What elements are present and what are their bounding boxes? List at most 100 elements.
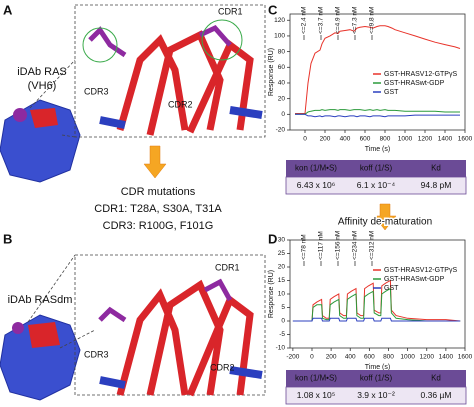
cdr-label: CDR2 <box>168 99 193 109</box>
x-tick-label: 1200 <box>420 354 435 361</box>
legend-label: GST <box>384 285 399 292</box>
panel-label: C <box>268 2 278 17</box>
x-tick-label: 1000 <box>398 136 413 143</box>
table-row-bg <box>285 386 467 405</box>
annotation: <=3.7 nM <box>318 7 325 34</box>
table-cell: 3.9 x 10⁻² <box>357 390 395 400</box>
arrow <box>373 203 397 231</box>
table-header: kon (1/M•S) <box>295 374 337 383</box>
legend-label: GST-HRASV12-GTPγS <box>384 267 457 274</box>
table-cell: 6.1 x 10⁻⁴ <box>357 180 396 190</box>
series-line <box>295 109 460 115</box>
annotation: <=312 nM <box>369 231 376 260</box>
y-tick-label: 40 <box>278 80 286 87</box>
series-line <box>295 25 461 114</box>
x-tick-label: 1200 <box>418 136 433 143</box>
y-tick-label: 0 <box>281 318 285 325</box>
table-header: Kd <box>431 164 441 173</box>
table-header: koff (1/S) <box>360 374 393 383</box>
protein-b <box>0 254 266 401</box>
x-tick-label: 1000 <box>400 354 415 361</box>
table-header: koff (1/S) <box>360 164 393 173</box>
legend-label: GST-HRASwt-GDP <box>384 276 445 283</box>
table-header: Kd <box>431 374 441 383</box>
x-axis-label: Time (s) <box>365 364 390 371</box>
x-tick-label: 400 <box>345 354 356 361</box>
legend-label: GST-HRASV12-GTPγS <box>384 71 457 78</box>
y-tick-label: 120 <box>274 17 285 24</box>
table-cell: 94.8 pM <box>421 180 452 190</box>
y-tick-label: 20 <box>278 264 286 271</box>
y-tick-label: 0 <box>281 111 285 118</box>
table-cell: 1.08 x 10⁵ <box>297 390 336 400</box>
table-cell: 0.36 µM <box>421 390 452 400</box>
x-tick-label: 600 <box>360 136 371 143</box>
cdr-label: CDR2 <box>210 362 235 372</box>
y-tick-label: 5 <box>281 304 285 311</box>
y-tick-label: 100 <box>274 33 285 40</box>
y-tick-label: 25 <box>278 250 286 257</box>
x-tick-label: 0 <box>310 354 314 361</box>
x-tick-label: 200 <box>320 136 331 143</box>
mutation-title: CDR mutations <box>121 186 196 198</box>
annotation: <=117 nM <box>318 231 325 260</box>
series-line <box>295 113 460 118</box>
y-tick-label: 60 <box>278 64 286 71</box>
legend-label: GST <box>384 89 399 96</box>
y-tick-label: 10 <box>278 291 286 298</box>
y-axis-label: Response (RU) <box>268 270 275 318</box>
label: iDAb RASdm <box>8 294 73 306</box>
arrow <box>143 145 167 179</box>
annotation: <=9.8 nM <box>369 7 376 34</box>
label: iDAb RAS <box>17 66 67 78</box>
protein-a <box>0 4 266 183</box>
table-cell: 6.43 x 10⁶ <box>297 180 335 190</box>
table-header-bg <box>286 160 466 177</box>
series-line <box>292 317 461 322</box>
table-row-bg <box>285 176 467 195</box>
x-tick-label: 1600 <box>458 354 473 361</box>
annotation: <=2.4 nM <box>301 7 308 34</box>
x-axis-label: Time (s) <box>365 146 390 153</box>
x-tick-label: 1400 <box>439 354 454 361</box>
cdr-label: CDR3 <box>84 86 109 96</box>
x-tick-label: -200 <box>286 354 299 361</box>
y-tick-label: -20 <box>276 127 286 134</box>
x-tick-label: 800 <box>383 354 394 361</box>
table-header: kon (1/M•S) <box>295 164 337 173</box>
y-tick-label: -10 <box>276 345 286 352</box>
x-tick-label: 200 <box>326 354 337 361</box>
x-tick-label: 800 <box>380 136 391 143</box>
annotation: <=4.9 nM <box>335 7 342 34</box>
annotation: <=156 nM <box>335 231 342 260</box>
plot-frame <box>289 239 466 349</box>
panel-label: B <box>3 231 12 246</box>
cdr-label: CDR1 <box>218 6 243 16</box>
mutation-line: CDR1: T28A, S30A, T31A <box>94 203 222 215</box>
y-tick-label: 30 <box>278 237 286 244</box>
plot-frame <box>289 13 466 131</box>
x-tick-label: 0 <box>303 136 307 143</box>
cdr-label: CDR3 <box>84 349 109 359</box>
table-header-bg <box>286 370 466 387</box>
annotation: <=78 nM <box>301 234 308 260</box>
series-line <box>292 279 461 322</box>
y-tick-label: 20 <box>278 95 286 102</box>
panel-label: D <box>268 231 277 246</box>
y-axis-label: Response (RU) <box>268 48 275 96</box>
y-tick-label: 15 <box>278 277 286 284</box>
legend-label: GST-HRASwt-GDP <box>384 80 445 87</box>
x-tick-label: 1400 <box>438 136 453 143</box>
x-tick-label: 1600 <box>458 136 473 143</box>
label: (VH6) <box>28 80 57 92</box>
series-line <box>292 287 461 322</box>
arrow-label: Affinity de-maturation <box>338 217 432 228</box>
x-tick-label: 400 <box>340 136 351 143</box>
y-tick-label: 80 <box>278 48 286 55</box>
annotation: <=234 nM <box>352 231 359 260</box>
annotation: <=7.3 nM <box>352 7 359 34</box>
panel-label: A <box>3 2 13 17</box>
x-tick-label: 600 <box>364 354 375 361</box>
cdr-label: CDR1 <box>215 262 240 272</box>
